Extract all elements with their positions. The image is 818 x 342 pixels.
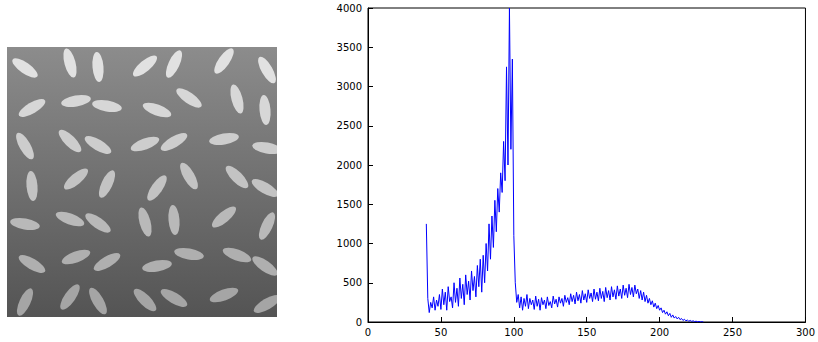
svg-text:50: 50 — [435, 327, 448, 338]
svg-text:0: 0 — [356, 317, 362, 328]
svg-text:250: 250 — [723, 327, 742, 338]
svg-text:500: 500 — [343, 277, 362, 288]
svg-text:300: 300 — [796, 327, 815, 338]
svg-text:3000: 3000 — [337, 81, 362, 92]
svg-text:3500: 3500 — [337, 42, 362, 53]
svg-text:2000: 2000 — [337, 160, 362, 171]
svg-text:1500: 1500 — [337, 199, 362, 210]
svg-text:200: 200 — [650, 327, 669, 338]
svg-text:150: 150 — [577, 327, 596, 338]
svg-text:1000: 1000 — [337, 238, 362, 249]
svg-text:4000: 4000 — [337, 3, 362, 14]
svg-text:100: 100 — [504, 327, 523, 338]
svg-text:0: 0 — [365, 327, 371, 338]
svg-text:2500: 2500 — [337, 120, 362, 131]
